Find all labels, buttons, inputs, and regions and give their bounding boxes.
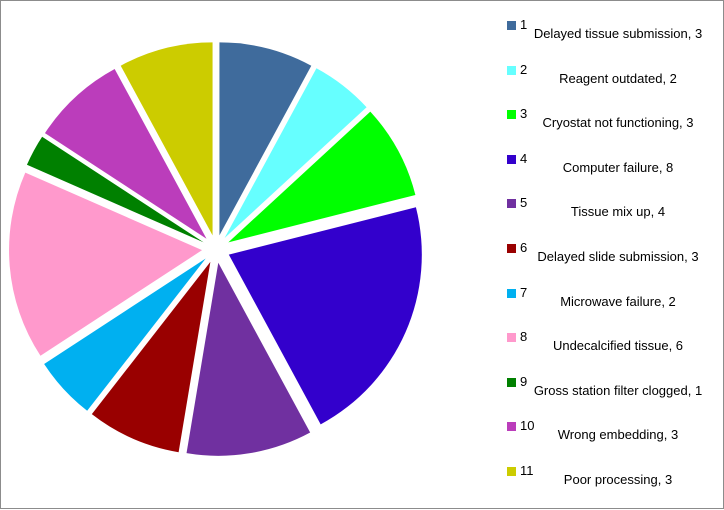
legend-swatch	[507, 288, 516, 298]
legend-swatch	[507, 333, 516, 343]
legend-swatch	[507, 467, 516, 476]
legend-entry-8: 8 Undecalcified tissue, 6	[507, 327, 717, 371]
legend-swatch	[507, 199, 516, 209]
legend-label: Cryostat not functioning, 3	[542, 115, 694, 131]
pie-slice-1	[219, 42, 312, 236]
pie-slice-10	[44, 68, 207, 239]
legend-number: 8	[520, 329, 528, 345]
legend-number: 4	[520, 150, 528, 166]
legend-number: 2	[520, 61, 528, 77]
legend-entry-3: 3 Cryostat not functioning, 3	[507, 104, 717, 148]
legend-swatch	[507, 21, 516, 30]
legend-label: Microwave failure, 2	[560, 293, 676, 309]
legend-label: Tissue mix up, 4	[570, 204, 666, 220]
legend-label: Delayed tissue submission, 3	[533, 26, 703, 41]
pie-slice-11	[120, 42, 213, 236]
legend-swatch	[507, 244, 516, 253]
legend-number: 10	[520, 418, 535, 434]
legend-entry-4: 4 Computer failure, 8	[507, 149, 717, 193]
pie-slice-9	[26, 136, 204, 243]
legend-swatch	[507, 377, 516, 387]
legend-entry-6: 6 Delayed slide submission, 3	[507, 238, 717, 282]
legend-label: Undecalcified tissue, 6	[552, 338, 684, 354]
pie-slice-8	[9, 172, 203, 356]
legend-label: Poor processing, 3	[563, 472, 673, 487]
legend-swatch	[507, 154, 516, 164]
legend-number: 3	[520, 106, 528, 122]
legend-swatch	[507, 422, 516, 432]
legend-number: 9	[520, 373, 528, 389]
legend-number: 6	[520, 240, 528, 255]
legend-label: Gross station filter clogged, 1	[533, 382, 703, 398]
pie-slice-4	[228, 207, 422, 425]
legend-label: Delayed slide submission, 3	[537, 249, 699, 264]
legend-entry-7: 7 Microwave failure, 2	[507, 283, 717, 327]
legend-number: 5	[520, 195, 528, 211]
legend-entry-2: 2 Reagent outdated, 2	[507, 60, 717, 104]
legend-entry-11: 11 Poor processing, 3	[507, 461, 717, 505]
legend-swatch	[507, 110, 516, 120]
legend-label: Wrong embedding, 3	[557, 427, 679, 443]
legend-entry-1: 1 Delayed tissue submission, 3	[507, 15, 717, 59]
legend-entry-5: 5 Tissue mix up, 4	[507, 193, 717, 237]
legend-entry-10: 10 Wrong embedding, 3	[507, 416, 717, 460]
pie-slice-3	[228, 111, 416, 243]
pie-slice-6	[91, 261, 211, 453]
pie-slice-7	[44, 258, 206, 411]
legend-entry-9: 9 Gross station filter clogged, 1	[507, 372, 717, 416]
legend-number: 7	[520, 284, 528, 300]
legend-label: Reagent outdated, 2	[559, 70, 677, 86]
pie-slice-2	[224, 68, 367, 238]
legend-number: 1	[520, 17, 528, 32]
legend-swatch	[507, 65, 516, 75]
legend-number: 11	[520, 463, 534, 478]
legend-label: Computer failure, 8	[562, 159, 674, 175]
pie-slice-5	[186, 262, 311, 456]
